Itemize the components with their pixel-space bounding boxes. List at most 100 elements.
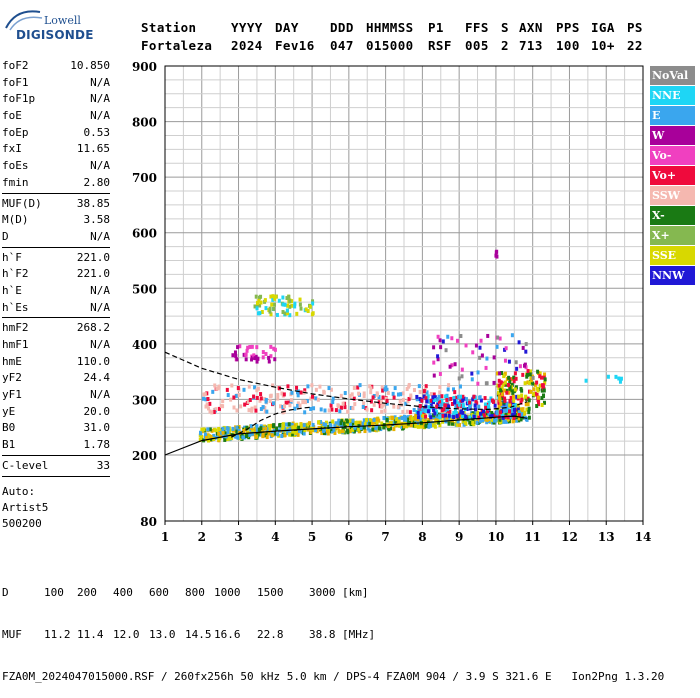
echo-point [474, 399, 478, 404]
echo-point [457, 376, 461, 381]
echo-point [268, 309, 272, 314]
echo-point [259, 426, 263, 431]
echo-point [478, 345, 482, 350]
echo-point [333, 424, 337, 429]
echo-point [317, 420, 321, 425]
echo-point [399, 392, 403, 397]
param-name: yE [2, 404, 16, 418]
legend-item: W [650, 126, 695, 145]
param-name: MUF(D) [2, 196, 42, 210]
echo-point [459, 409, 463, 414]
echo-point [289, 398, 293, 403]
param-row: h`F2 221.0 [2, 266, 110, 283]
echo-point [518, 364, 522, 369]
param-name: foF2 [2, 59, 29, 72]
echo-point [283, 427, 287, 432]
echo-point [209, 434, 213, 439]
echo-point [271, 383, 275, 388]
echo-point [540, 403, 544, 408]
echo-point [498, 371, 502, 376]
echo-point [485, 409, 489, 414]
echo-point [392, 404, 396, 409]
echo-point [204, 435, 208, 440]
echo-point [393, 386, 397, 391]
echo-point [525, 407, 529, 412]
echo-point [352, 396, 356, 401]
echo-point [494, 417, 498, 422]
echo-point [540, 396, 544, 401]
echo-point [508, 385, 512, 390]
echo-point [412, 388, 416, 393]
echo-point [485, 381, 489, 386]
echo-point [320, 431, 324, 436]
echo-point [425, 399, 429, 404]
echo-point [301, 400, 305, 405]
header-row1-cell: IGA [591, 20, 615, 35]
echo-point [481, 418, 485, 423]
echo-point [468, 404, 472, 409]
echo-point [472, 394, 476, 399]
echo-point [428, 422, 432, 427]
echo-point [204, 397, 208, 402]
echo-point [420, 398, 424, 403]
echo-point [348, 393, 352, 398]
echo-point [389, 420, 393, 425]
footer-cell: 400 [113, 586, 133, 599]
echo-point [271, 424, 275, 429]
echo-point [435, 410, 439, 415]
echo-point [453, 362, 457, 367]
echo-point [408, 410, 412, 415]
echo-point [490, 417, 494, 422]
echo-point [377, 400, 381, 405]
x-tick-label: 6 [345, 530, 353, 544]
echo-point [287, 400, 291, 405]
echo-point [290, 390, 294, 395]
param-value: 20.0 [83, 404, 111, 418]
echo-point [277, 298, 281, 303]
echo-point [452, 415, 456, 420]
echo-point [427, 417, 431, 422]
legend-item: NNW [650, 266, 695, 285]
echo-point [444, 394, 448, 399]
echo-point [539, 375, 543, 380]
param-separator [2, 454, 110, 456]
echo-point [341, 426, 345, 431]
echo-point [318, 384, 322, 389]
echo-point [221, 426, 225, 431]
echo-point [450, 336, 454, 341]
echo-point [285, 431, 289, 436]
echo-point [529, 389, 533, 394]
echo-point [483, 402, 487, 407]
echo-point [342, 421, 346, 426]
echo-point [463, 414, 467, 419]
echo-point [306, 422, 310, 427]
echo-point [445, 415, 449, 420]
echo-point [264, 399, 268, 404]
echo-point [524, 365, 528, 370]
echo-point [293, 301, 297, 306]
echo-point [500, 389, 504, 394]
echo-point [453, 399, 457, 404]
echo-point [447, 383, 451, 388]
logo-lowell: Lowell [44, 14, 81, 27]
echo-point [243, 435, 247, 440]
auto-software: Artist5 [2, 501, 49, 514]
echo-point [524, 394, 528, 399]
echo-point [271, 430, 275, 435]
echo-point [235, 408, 239, 413]
echo-point [417, 407, 421, 412]
echo-point [479, 411, 483, 416]
echo-point [281, 310, 285, 315]
echo-point [327, 386, 331, 391]
echo-point [520, 407, 524, 412]
echo-point [288, 304, 292, 309]
echo-point [512, 407, 516, 412]
echo-point [311, 311, 315, 316]
echo-point [487, 419, 491, 424]
echo-point [470, 371, 474, 376]
echo-point [303, 388, 307, 393]
echo-point [279, 427, 283, 432]
echo-point [423, 419, 427, 424]
echo-point [221, 404, 225, 409]
echo-point [370, 422, 374, 427]
